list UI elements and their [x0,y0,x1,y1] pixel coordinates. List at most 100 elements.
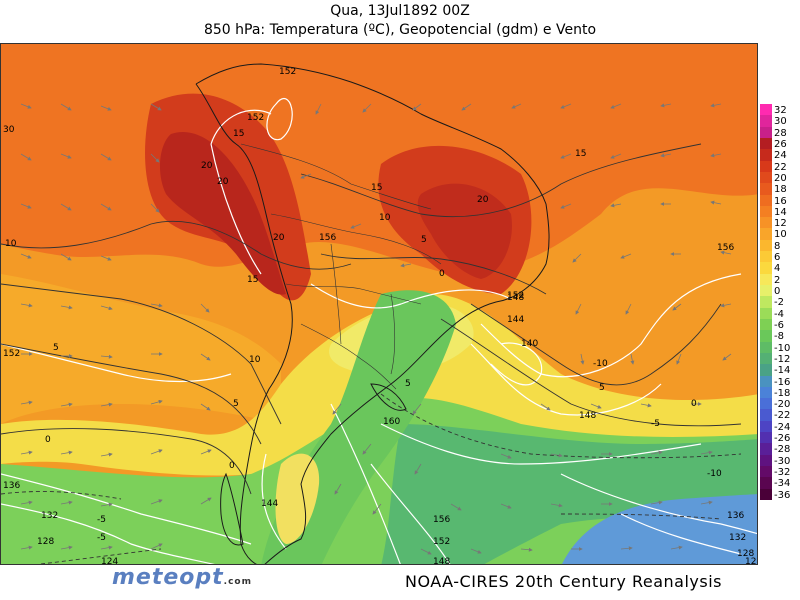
colorbar-swatch [760,420,772,433]
map-title-variables: 850 hPa: Temperatura (ºC), Geopotencial … [203,22,597,38]
colorbar-swatch [760,375,772,388]
temp-label: 10 [5,239,17,249]
colorbar-swatch [760,364,772,377]
temp-field-orange-mid [1,274,281,424]
colorbar-swatch [760,273,772,286]
temp-label: 5 [421,235,427,245]
temp-label: -5 [651,419,660,429]
colorbar-swatch [760,239,772,252]
colorbar-swatch [760,285,772,297]
temp-label: -5 [97,515,106,525]
colorbar-swatch [760,488,772,501]
colorbar-tick-label: 24 [774,150,787,162]
colorbar-tick-label: 4 [774,263,781,275]
colorbar-tick-label: -32 [774,467,791,479]
geopot-label: 156 [717,243,734,253]
colorbar-swatch [760,205,772,218]
colorbar-swatch [760,137,772,150]
geopot-label: 148 [433,557,450,565]
temperature-contours [1,143,742,564]
colorbar-tick-label: -14 [774,365,791,377]
colorbar-swatch [760,126,772,139]
colorbar-tick-label: -8 [774,331,784,343]
colorbar-swatch [760,398,772,410]
colorbar-swatch [760,251,772,263]
temp-label: 0 [439,269,445,279]
colorbar-tick-label: 18 [774,184,787,196]
country-borders [240,143,442,390]
temp-field-blue [562,494,757,564]
colorbar-tick-label: -2 [774,297,784,309]
colorbar-tick-label: 22 [774,161,787,173]
colorbar-tick-label: 30 [774,116,787,128]
colorbar-swatch [760,296,772,309]
colorbar-swatch [760,104,772,116]
colorbar-tick-label: -24 [774,421,791,433]
colorbar-swatch [760,183,772,195]
colorbar-tick-label: -36 [774,489,791,501]
wind-vectors [20,103,732,555]
colorbar-tick-label: 14 [774,206,787,218]
colorbar-swatch [760,307,772,320]
temp-label: -10 [707,469,722,479]
logo-suffix: .com [223,577,252,587]
colorbar-swatch [760,262,772,275]
colorbar-swatch [760,149,772,162]
temp-label: 5 [405,379,411,389]
geopot-label: 156 [433,515,450,525]
temp-label: -5 [97,533,106,543]
geopot-label: 148 [579,411,596,421]
colorbar-swatch [760,217,772,229]
colorbar-swatch [760,115,772,128]
colorbar-swatch [760,477,772,490]
contour-labels: 30 152 152 15 20 20 20 20 15 15 10 10 15… [3,67,757,565]
colorbar-swatch [760,466,772,478]
colorbar-swatch [760,432,772,444]
colorbar-tick-label: 16 [774,195,787,207]
geopot-label: 144 [261,499,278,509]
colorbar-swatch [760,352,772,365]
temp-label: 30 [3,125,15,135]
temp-label: 20 [201,161,213,171]
temp-label: 15 [371,183,382,193]
temp-label: 0 [229,461,235,471]
geopot-label: 132 [41,511,58,521]
logo-text: meteopt [112,565,224,590]
colorbar-tick-label: 2 [774,274,781,286]
colorbar-swatch [760,318,772,331]
colorbar-swatch [760,160,772,173]
temp-label: 5 [599,383,605,393]
geopot-label: 152 [433,537,450,547]
colorbar-swatch [760,454,772,467]
colorbar-tick-label: -12 [774,353,791,365]
colorbar-tick-label: 12 [774,218,787,230]
colorbar-tick-label: -28 [774,444,791,456]
temp-label: -10 [593,359,608,369]
geopotential-contours [1,97,757,564]
colorbar-tick-label: -18 [774,387,791,399]
colorbar-tick-label: 28 [774,127,787,139]
coastline [195,63,550,564]
colorbar-tick-label: -6 [774,319,784,331]
colorbar-tick-label: -30 [774,455,791,467]
temp-field-yellow-patagonia [275,453,320,544]
geopot-label: 156 [319,233,336,243]
colorbar-tick-label: -16 [774,376,791,388]
colorbar-swatch [760,409,772,422]
data-source-credit: NOAA-CIRES 20th Century Reanalysis [405,572,722,591]
temp-label: 0 [45,435,51,445]
geopot-label: 124 [101,557,118,565]
colorbar-tick-label: -20 [774,399,791,411]
colorbar-swatch [760,228,772,241]
geopot-label: 148 [507,293,524,303]
temp-label: 5 [233,399,239,409]
colorbar-swatch [760,194,772,207]
meteopt-logo: meteopt.com [112,565,252,590]
temp-label: 0 [691,399,697,409]
colorbar-swatch [760,171,772,184]
colorbar-tick-label: 32 [774,105,787,116]
temp-field-darkest-red [159,132,286,295]
geopot-label: 128 [737,549,754,559]
geopot-label: 160 [383,417,400,427]
temp-label: 20 [477,195,489,205]
